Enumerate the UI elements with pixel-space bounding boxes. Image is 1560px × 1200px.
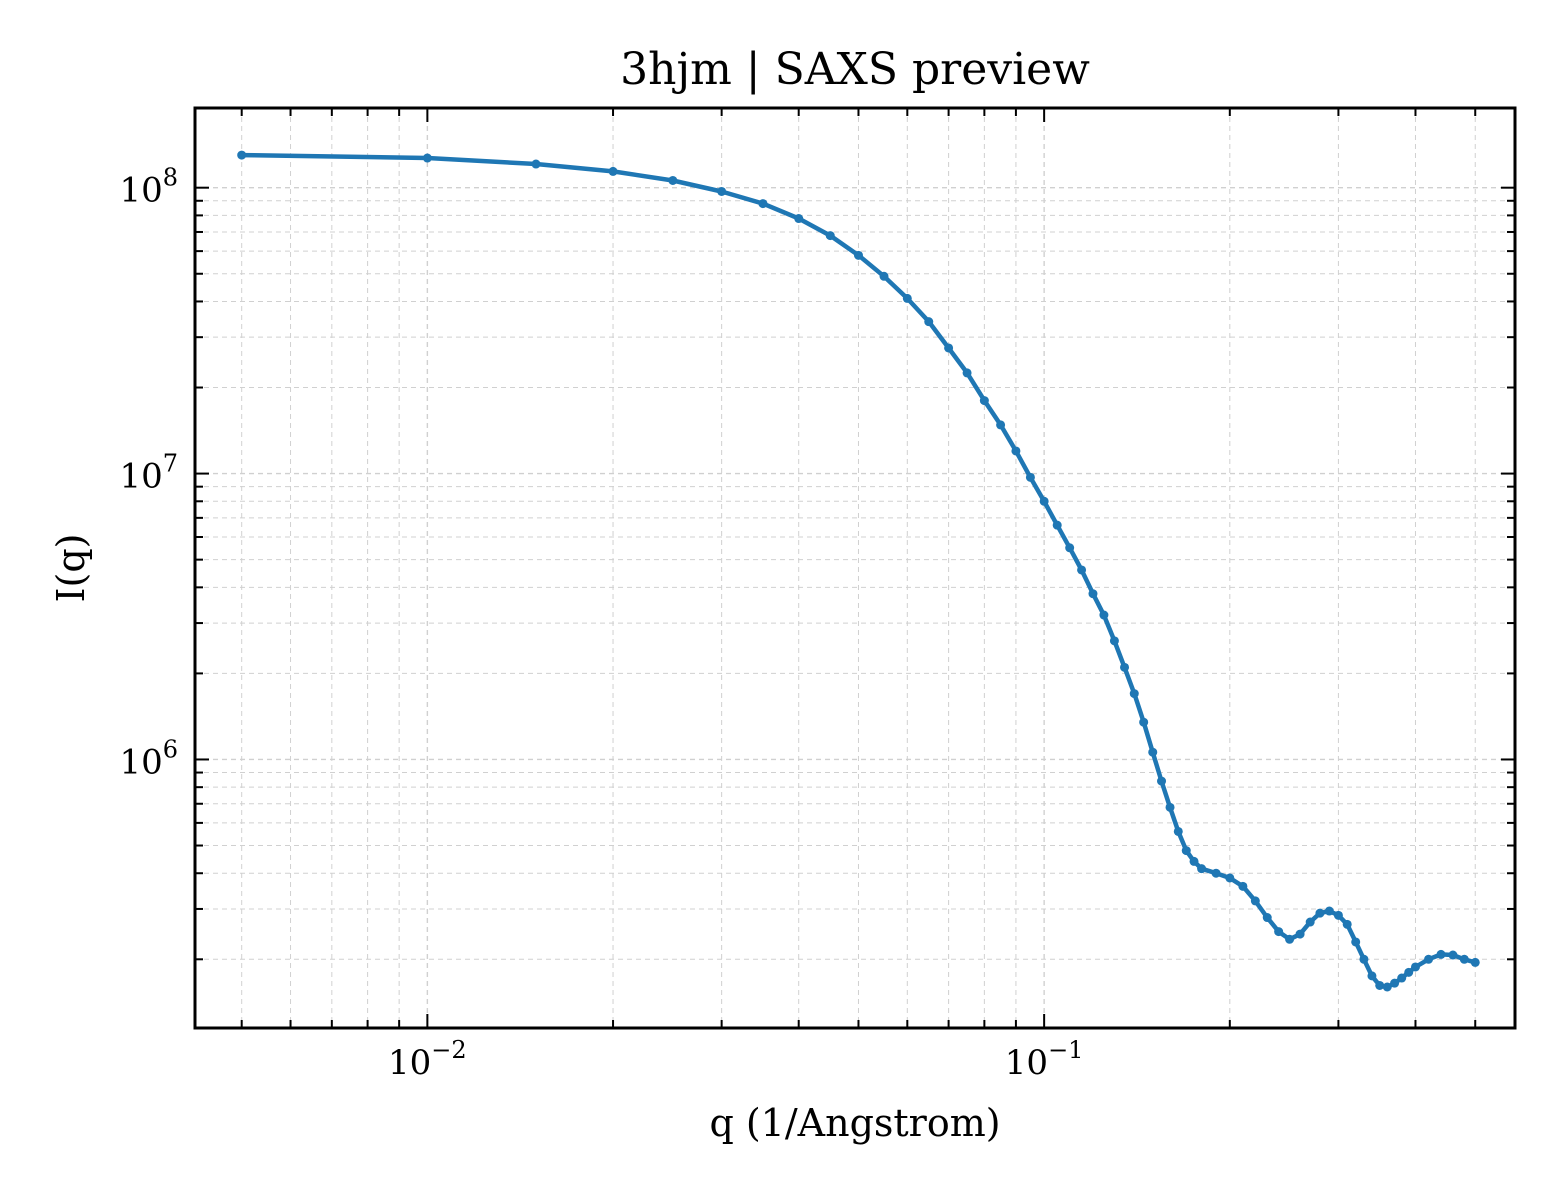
y-axis-label: I(q) — [49, 534, 93, 603]
data-point — [1367, 971, 1377, 981]
data-point — [1120, 662, 1130, 672]
data-point — [979, 396, 989, 406]
data-point — [1181, 846, 1191, 856]
data-point — [1211, 868, 1221, 878]
tick-labels: 10−2 10−1 106 107 108 — [119, 164, 1083, 1083]
data-point — [1109, 636, 1119, 646]
data-point — [1375, 980, 1385, 990]
data-point — [1099, 610, 1109, 620]
data-point — [1129, 689, 1139, 699]
data-point — [1088, 589, 1098, 599]
data-point — [944, 343, 954, 353]
data-point — [668, 175, 678, 185]
data-point — [1238, 881, 1248, 891]
data-point — [1382, 982, 1392, 992]
data-point — [758, 199, 768, 209]
data-point — [1039, 496, 1049, 506]
data-point — [1065, 543, 1075, 553]
data-point — [879, 271, 889, 281]
data-point — [1173, 826, 1183, 836]
data-point — [1025, 472, 1035, 482]
data-point — [1225, 873, 1235, 883]
data-point — [1295, 929, 1305, 939]
data-series — [237, 150, 1480, 992]
data-point — [1165, 802, 1175, 812]
data-point — [1397, 973, 1407, 983]
x-tick-label: 10−2 — [388, 1036, 467, 1083]
data-point — [996, 420, 1006, 430]
data-point — [902, 293, 912, 303]
y-tick-label: 106 — [119, 735, 178, 782]
x-tick-label: 10−1 — [1005, 1036, 1084, 1083]
y-tick-label: 107 — [119, 450, 178, 497]
data-point — [1410, 962, 1420, 972]
data-point — [962, 368, 972, 378]
data-point — [924, 317, 934, 327]
data-point — [1470, 957, 1480, 967]
data-point — [1342, 919, 1352, 929]
chart-title: 3hjm | SAXS preview — [620, 44, 1090, 95]
grid — [195, 108, 1515, 1028]
x-axis-label: q (1/Angstrom) — [709, 1101, 1000, 1145]
data-point — [608, 166, 618, 176]
data-point — [237, 150, 247, 160]
data-point — [1404, 967, 1414, 977]
data-point — [1011, 446, 1021, 456]
data-point — [1157, 776, 1167, 786]
data-point — [1189, 856, 1199, 866]
data-point — [1139, 717, 1149, 727]
data-point — [1274, 927, 1284, 937]
data-point — [1262, 913, 1272, 923]
data-point — [1197, 864, 1207, 874]
data-point — [531, 159, 541, 169]
data-point — [1459, 954, 1469, 964]
data-point — [1448, 950, 1458, 960]
data-point — [1324, 906, 1334, 916]
data-point — [1351, 937, 1361, 947]
data-point — [1077, 565, 1087, 575]
data-point — [1390, 978, 1400, 988]
data-point — [853, 250, 863, 260]
data-point — [1436, 949, 1446, 959]
data-point — [1359, 954, 1369, 964]
data-point — [1285, 934, 1295, 944]
data-point — [1333, 910, 1343, 920]
data-point — [1148, 747, 1158, 757]
data-point — [1250, 896, 1260, 906]
plot-frame — [193, 106, 1517, 1030]
axis-ticks — [195, 108, 1515, 1028]
y-tick-label: 108 — [119, 164, 178, 211]
data-point — [825, 231, 835, 241]
data-point — [422, 153, 432, 163]
data-point — [717, 186, 727, 196]
data-point — [1315, 908, 1325, 918]
data-point — [1305, 917, 1315, 927]
data-point — [1052, 520, 1062, 530]
data-point — [794, 214, 804, 224]
data-point — [1424, 954, 1434, 964]
